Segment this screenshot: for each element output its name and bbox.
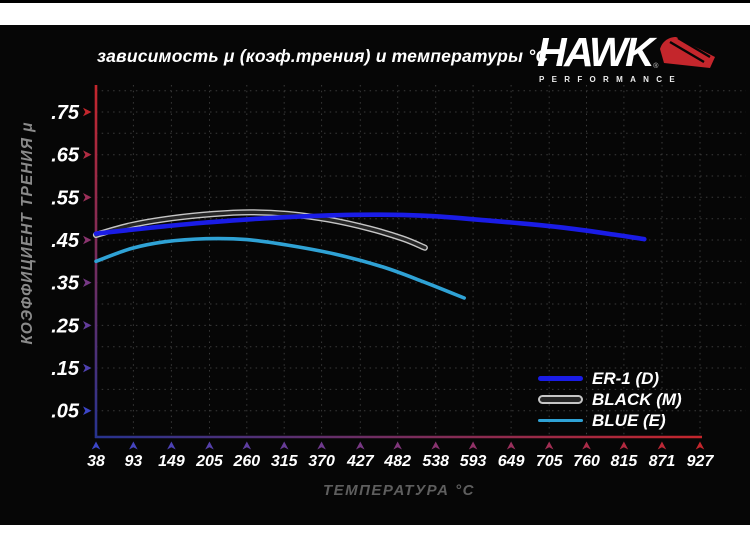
y-tick-arrow xyxy=(83,321,92,330)
x-tick-arrow xyxy=(242,441,252,450)
legend: ER-1 (D) BLACK (M) BLUE (E) xyxy=(538,368,682,431)
x-tick-label: 370 xyxy=(308,453,335,470)
series-curve-blue-e xyxy=(94,236,466,300)
y-tick-label: .75 xyxy=(51,102,80,124)
legend-label-blue: BLUE (E) xyxy=(592,410,666,430)
x-tick-arrow xyxy=(695,441,705,450)
x-tick-label: 815 xyxy=(611,453,639,470)
x-tick-arrow xyxy=(205,441,214,450)
top-black-strip xyxy=(0,0,750,3)
x-tick-label: 427 xyxy=(346,453,375,470)
y-tick-label: .65 xyxy=(51,145,80,167)
x-tick-label: 315 xyxy=(271,453,299,470)
x-tick-arrow xyxy=(393,441,402,450)
y-tick-label: .35 xyxy=(51,273,80,295)
x-tick-label: 205 xyxy=(195,453,224,470)
x-tick-label: 593 xyxy=(460,453,487,470)
x-tick-arrow xyxy=(129,441,138,450)
x-tick-label: 38 xyxy=(87,453,105,470)
y-tick-label: .55 xyxy=(51,187,80,209)
black-line-swatch-icon xyxy=(538,395,583,404)
legend-item-black: BLACK (M) xyxy=(538,389,682,410)
y-tick-arrow xyxy=(83,278,92,287)
y-tick-arrow xyxy=(83,406,92,415)
series-curve-er1-d xyxy=(93,212,647,242)
blue-line-swatch-icon xyxy=(538,418,583,423)
x-tick-label: 871 xyxy=(649,453,676,470)
legend-item-blue: BLUE (E) xyxy=(538,410,682,431)
chart-panel: зависимость μ (коэф.трения) и температур… xyxy=(0,25,750,525)
series-curve-black-m xyxy=(94,210,427,250)
x-tick-arrow xyxy=(91,441,101,450)
x-tick-label: 927 xyxy=(687,453,715,470)
x-tick-label: 538 xyxy=(422,453,449,470)
x-tick-label: 93 xyxy=(124,453,142,470)
y-tick-label: .15 xyxy=(51,358,80,380)
x-tick-label: 760 xyxy=(573,453,600,470)
y-tick-label: .25 xyxy=(51,315,80,337)
er1-line-swatch-icon xyxy=(538,376,583,381)
x-tick-arrow xyxy=(544,441,554,450)
x-tick-label: 482 xyxy=(383,453,411,470)
x-axis-title: ТЕМПЕРАТУРА °C xyxy=(322,482,476,499)
legend-label-black: BLACK (M) xyxy=(592,389,682,409)
x-tick-label: 649 xyxy=(498,453,525,470)
hawk-logo-text: HAWK xyxy=(537,29,655,75)
y-tick-arrow xyxy=(83,193,92,202)
x-tick-arrow xyxy=(468,441,478,450)
y-tick-arrow xyxy=(83,235,92,245)
x-tick-arrow xyxy=(657,441,667,450)
x-tick-arrow xyxy=(431,441,441,450)
x-tick-arrow xyxy=(279,441,289,450)
registered-mark: ® xyxy=(653,63,659,70)
y-tick-arrow xyxy=(83,107,92,117)
legend-item-er1: ER-1 (D) xyxy=(538,368,682,389)
x-tick-arrow xyxy=(506,441,516,450)
x-tick-arrow xyxy=(317,441,326,450)
hawk-logo-subtitle: PERFORMANCE xyxy=(539,75,682,84)
hawk-logo-top: HAWK ® xyxy=(537,29,716,75)
y-tick-arrow xyxy=(83,363,92,373)
chart-canvas: .75 .65 .55 .45 .35 .25 .15 .05 38 93 149 205 260 315… xyxy=(51,85,746,470)
page-title: зависимость μ (коэф.трения) и температур… xyxy=(97,46,549,66)
x-tick-arrow xyxy=(167,441,176,450)
x-tick-arrow xyxy=(355,441,365,450)
x-tick-arrow xyxy=(619,441,629,450)
y-tick-label: .45 xyxy=(51,230,80,252)
x-tick-label: 149 xyxy=(158,453,185,470)
hawk-logo: HAWK ® PERFORMANCE xyxy=(537,29,716,84)
hawk-wing-icon xyxy=(659,36,716,75)
x-tick-arrow xyxy=(582,441,591,450)
legend-label-er1: ER-1 (D) xyxy=(592,368,660,388)
y-tick-arrow xyxy=(83,150,92,159)
x-tick-label: 705 xyxy=(536,453,564,470)
x-tick-label: 260 xyxy=(232,453,260,470)
y-axis-title: КОЭФФИЦИЕНТ ТРЕНИЯ μ xyxy=(19,121,36,345)
y-tick-label: .05 xyxy=(51,401,80,423)
